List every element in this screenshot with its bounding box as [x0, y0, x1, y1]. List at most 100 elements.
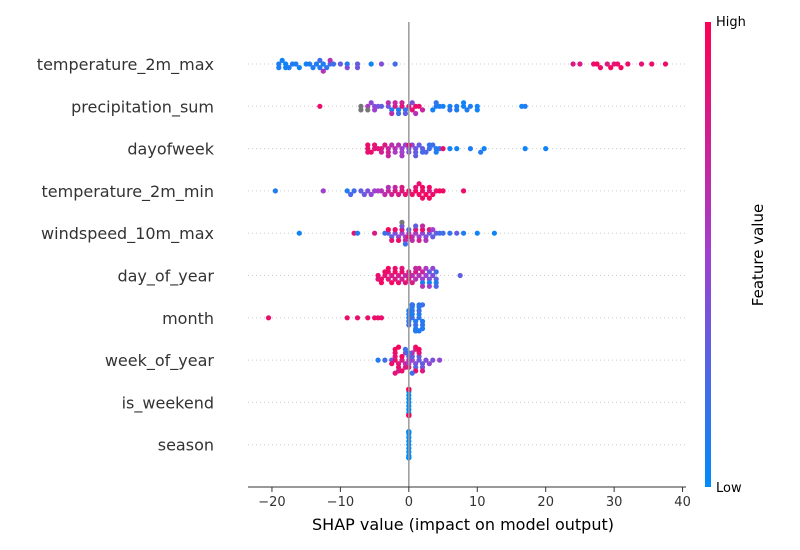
- shap-point: [320, 188, 326, 194]
- shap-point: [413, 230, 419, 236]
- feature-label: temperature_2m_min: [41, 182, 214, 202]
- shap-point: [399, 265, 405, 271]
- shap-point: [389, 110, 395, 117]
- shap-point: [426, 146, 432, 152]
- shap-point: [430, 357, 436, 363]
- shap-point: [395, 272, 402, 279]
- shap-point: [395, 234, 402, 240]
- shap-point: [614, 61, 621, 67]
- shap-point: [416, 191, 422, 198]
- shap-point: [419, 195, 426, 201]
- shap-point: [399, 269, 405, 275]
- shap-point: [368, 149, 374, 155]
- shap-point: [409, 107, 415, 113]
- shap-point: [392, 188, 398, 194]
- shap-point: [395, 107, 402, 113]
- shap-point: [402, 346, 409, 352]
- shap-point: [368, 191, 374, 198]
- x-tick-label: 40: [674, 495, 691, 510]
- shap-point: [419, 230, 426, 236]
- shap-point: [416, 142, 422, 148]
- shap-point: [423, 272, 429, 279]
- x-axis: −20 −10 0 10 20 30 40: [248, 486, 691, 510]
- shap-point: [426, 230, 432, 236]
- shap-point: [395, 364, 402, 370]
- x-tick-label: 0: [405, 495, 413, 510]
- shap-point: [395, 361, 402, 367]
- shap-point: [385, 227, 391, 233]
- shap-point: [491, 230, 497, 236]
- shap-point: [385, 100, 391, 106]
- shap-point: [358, 188, 364, 194]
- shap-point: [430, 234, 436, 240]
- shap-point: [454, 230, 460, 236]
- shap-point: [392, 276, 398, 282]
- shap-point: [399, 103, 405, 109]
- shap-point: [385, 184, 391, 190]
- feature-label: day_of_year: [117, 267, 214, 287]
- shap-point: [392, 269, 398, 275]
- shap-point: [419, 364, 426, 370]
- shap-point: [413, 328, 419, 334]
- shap-point: [399, 146, 405, 152]
- shap-point: [344, 315, 350, 321]
- shap-point: [283, 61, 289, 67]
- shap-point: [378, 103, 385, 109]
- shap-point: [577, 61, 583, 67]
- shap-point: [426, 195, 432, 201]
- shap-point: [430, 272, 436, 279]
- feature-label: month: [162, 309, 214, 328]
- shap-point: [392, 353, 398, 360]
- shap-point: [389, 280, 395, 286]
- shap-point: [296, 230, 302, 236]
- shap-point: [464, 107, 470, 113]
- shap-point: [399, 227, 405, 233]
- shap-point: [395, 191, 402, 198]
- shap-point: [454, 103, 460, 109]
- shap-point: [375, 188, 381, 194]
- shap-point: [382, 191, 388, 198]
- shap-point: [419, 276, 426, 282]
- shap-point: [365, 142, 371, 148]
- shap-point: [419, 227, 426, 233]
- shap-point: [416, 234, 422, 240]
- shap-point: [378, 61, 385, 67]
- shap-point: [348, 191, 354, 198]
- shap-point: [375, 276, 381, 282]
- shap-point: [385, 153, 391, 159]
- shap-point: [437, 103, 443, 109]
- shap-point: [375, 357, 381, 363]
- x-tick-label: 30: [606, 495, 623, 510]
- shap-point: [597, 65, 604, 71]
- shap-point: [324, 65, 330, 71]
- shap-point: [375, 146, 381, 152]
- shap-point: [413, 227, 419, 233]
- shap-points: [265, 57, 669, 461]
- shap-point: [543, 146, 549, 152]
- shap-point: [447, 146, 453, 152]
- shap-point: [419, 184, 426, 190]
- shap-point: [389, 234, 395, 240]
- shap-point: [433, 280, 439, 286]
- shap-point: [382, 142, 388, 148]
- shap-point: [392, 103, 398, 109]
- shap-point: [276, 65, 282, 71]
- shap-point: [354, 61, 361, 67]
- shap-point: [423, 234, 429, 240]
- shap-point: [413, 153, 419, 159]
- shap-point: [608, 65, 614, 71]
- shap-point: [447, 230, 453, 236]
- shap-point: [385, 276, 391, 282]
- shap-point: [416, 346, 422, 352]
- shap-point: [423, 149, 429, 155]
- shap-point: [440, 146, 446, 152]
- shap-point: [426, 361, 432, 367]
- shap-point: [522, 146, 528, 152]
- colorbar-high-label: High: [716, 15, 746, 30]
- shap-point: [389, 272, 395, 279]
- shap-point: [413, 318, 419, 324]
- shap-point: [433, 100, 439, 106]
- shap-point: [279, 57, 285, 64]
- shap-point: [409, 100, 415, 106]
